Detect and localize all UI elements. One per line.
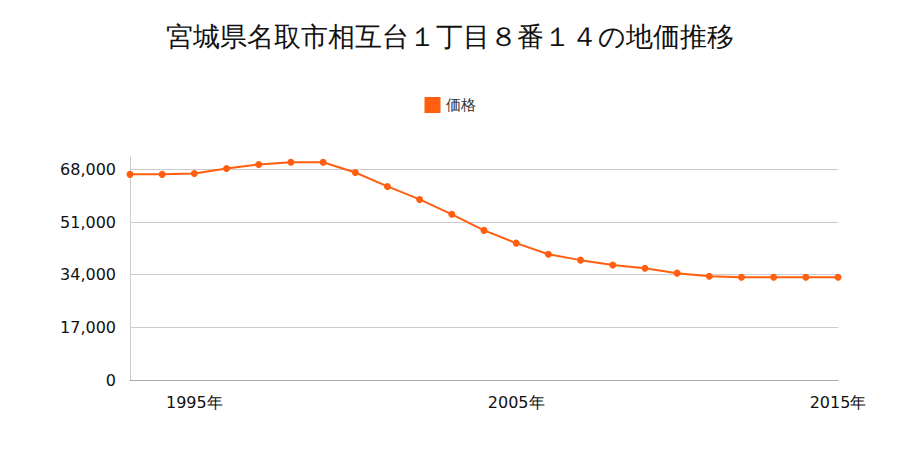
- svg-text:1995年: 1995年: [166, 393, 223, 412]
- svg-text:価格: 価格: [446, 96, 476, 114]
- svg-text:宮城県名取市相互台１丁目８番１４の地価推移: 宮城県名取市相互台１丁目８番１４の地価推移: [166, 21, 734, 52]
- svg-text:34,000: 34,000: [60, 265, 116, 284]
- svg-text:68,000: 68,000: [60, 160, 116, 179]
- svg-text:17,000: 17,000: [60, 318, 116, 337]
- svg-text:51,000: 51,000: [60, 213, 116, 232]
- svg-text:2015年: 2015年: [810, 393, 867, 412]
- svg-text:0: 0: [106, 371, 116, 390]
- svg-text:2005年: 2005年: [488, 393, 545, 412]
